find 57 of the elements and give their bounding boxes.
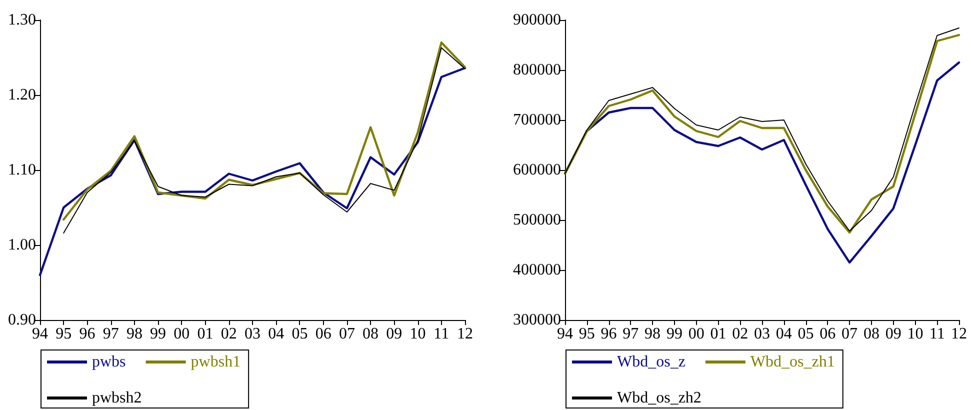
x-tick-label: 05: [292, 326, 308, 342]
y-tick-label: 800000: [513, 62, 561, 78]
legend-label: Wbd_os_zh1: [750, 354, 835, 370]
x-tick-label: 12: [457, 326, 473, 342]
x-tick-label: 98: [126, 326, 142, 342]
y-tick-label: 1.00: [8, 236, 36, 254]
x-tick-label: 01: [197, 326, 214, 342]
y-tick-label: 300000: [513, 312, 561, 328]
y-tick-label: 900000: [513, 12, 561, 28]
x-tick-label: 99: [150, 326, 166, 342]
y-tick-label: 1.20: [8, 86, 36, 104]
x-tick-label: 09: [885, 326, 902, 342]
x-tick-label: 06: [820, 326, 836, 342]
x-tick-label: 04: [776, 326, 792, 342]
x-tick-label: 98: [644, 326, 661, 342]
x-tick-label: 95: [56, 326, 72, 342]
y-tick-label: 1.30: [8, 12, 36, 28]
x-tick-label: 02: [732, 326, 748, 342]
x-tick-label: 07: [842, 326, 858, 342]
y-tick-label: 0.90: [8, 312, 36, 328]
x-tick-label: 97: [622, 326, 639, 342]
x-tick-label: 97: [102, 326, 119, 342]
y-tick-label: 500000: [513, 212, 561, 228]
x-tick-label: 94: [557, 326, 573, 342]
legend-label: Wbd_os_zh2: [617, 390, 702, 406]
x-tick-label: 03: [244, 326, 260, 342]
x-tick-label: 99: [666, 326, 682, 342]
y-tick-label: 1.10: [8, 162, 36, 178]
x-tick-label: 04: [268, 326, 284, 342]
x-tick-label: 06: [315, 326, 332, 342]
x-tick-label: 09: [386, 326, 402, 342]
x-tick-label: 96: [79, 326, 96, 342]
y-tick-label: 700000: [513, 112, 561, 128]
x-tick-label: 00: [688, 326, 704, 342]
x-tick-label: 07: [338, 326, 355, 342]
x-tick-label: 08: [362, 326, 379, 342]
x-tick-label: 10: [907, 326, 924, 342]
x-tick-label: 01: [710, 326, 726, 342]
x-tick-label: 02: [220, 326, 237, 342]
x-tick-label: 96: [600, 326, 617, 342]
legend-label: pwbsh2: [92, 390, 142, 406]
legend-label: pwbs: [92, 354, 126, 370]
x-tick-label: 12: [951, 326, 967, 342]
x-tick-label: 08: [863, 326, 880, 342]
legend-label: pwbsh1: [190, 354, 241, 370]
x-tick-label: 11: [929, 326, 945, 342]
y-tick-label: 400000: [513, 262, 561, 278]
x-tick-label: 11: [434, 326, 450, 342]
x-tick-label: 05: [798, 326, 814, 342]
x-tick-label: 00: [174, 326, 190, 342]
x-tick-label: 94: [32, 326, 48, 342]
line-series: [38, 66, 466, 276]
legend-label: Wbd_os_z: [617, 354, 686, 370]
x-tick-label: 03: [754, 326, 770, 342]
y-tick-label: 600000: [513, 162, 561, 178]
x-tick-label: 10: [410, 326, 426, 342]
x-tick-label: 95: [578, 326, 595, 342]
